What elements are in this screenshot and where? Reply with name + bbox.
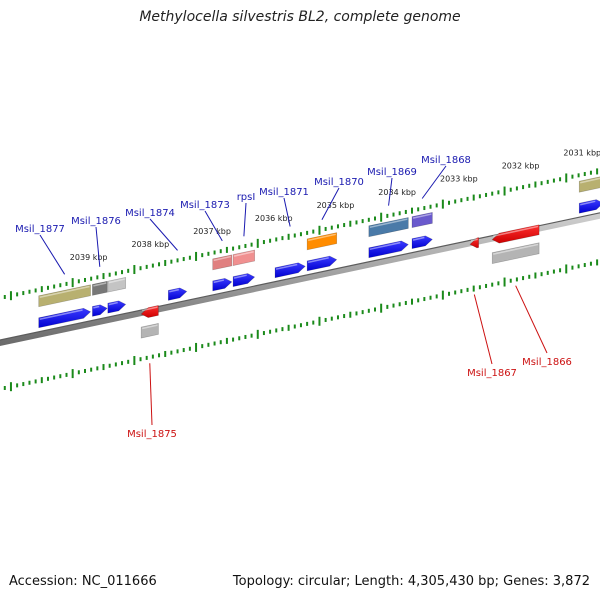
genome-stats-text: Topology: circular; Length: 4,305,430 bp… [232,574,590,589]
gene-label[interactable]: Msil_1873 [180,200,230,211]
forward-cog-9[interactable] [411,211,433,229]
gene-label[interactable]: Msil_1874 [125,208,175,219]
gene-label[interactable]: rpsI [237,192,256,203]
forward-cds-0[interactable] [38,307,92,329]
scale-label: 2034 kbp [378,188,416,197]
callout-leader [243,202,247,237]
callout-leader [95,226,101,267]
scale-label: 2038 kbp [132,240,170,249]
gene-label[interactable]: Msil_1870 [314,177,364,188]
scale-label: 2039 kbp [70,253,108,262]
forward-cds-4[interactable] [212,278,233,292]
forward-cog-0[interactable] [38,284,91,308]
forward-cog-10[interactable] [578,176,600,193]
forward-cog-1[interactable] [92,280,108,296]
gene-label[interactable]: Msil_1876 [71,216,121,227]
scale-label: 2037 kbp [193,227,231,236]
scale-label: 2035 kbp [317,201,355,210]
map-title: Methylocella silvestris BL2, complete ge… [139,9,461,25]
forward-cds-2[interactable] [107,300,127,314]
gene-label[interactable]: Msil_1871 [259,187,309,198]
reverse-cds-2[interactable] [491,224,540,244]
gene-label[interactable]: Msil_1868 [421,155,471,166]
forward-cog-5[interactable] [232,249,255,266]
forward-cog-2[interactable] [107,276,127,293]
gene-label[interactable]: Msil_1877 [15,224,65,235]
forward-cds-3[interactable] [167,287,188,301]
forward-cds-9[interactable] [411,235,433,250]
forward-cds-6[interactable] [274,262,306,279]
scale-label: 2032 kbp [502,162,540,171]
scale-ticks-lower [3,259,599,392]
scale-label: 2031 kbp [563,149,600,158]
callout-leader [149,218,178,251]
gene-label[interactable]: Msil_1867 [467,368,517,379]
accession-text: Accession: NC_011666 [9,574,157,589]
gene-label[interactable]: Msil_1869 [367,167,417,178]
forward-cog-8[interactable] [368,217,409,238]
forward-cds-7[interactable] [306,255,338,272]
reverse-cog-0[interactable] [140,323,159,339]
callout-leader [149,363,153,426]
callout-leader [283,197,291,227]
scale-label: 2036 kbp [255,214,293,223]
forward-cog-7[interactable] [306,232,338,251]
gene-label[interactable]: Msil_1875 [127,429,177,440]
callout-leader [473,294,493,365]
callout-leader [388,177,393,206]
callout-leader [39,234,66,275]
scale-ticks-upper [3,168,599,301]
reverse-cds-1[interactable] [469,237,479,249]
callout-leader [421,165,447,199]
forward-cds-1[interactable] [92,304,108,317]
callout-leader [321,187,340,220]
forward-cog-4[interactable] [212,254,233,271]
scale-label: 2033 kbp [440,175,478,184]
reverse-cog-2[interactable] [491,242,540,265]
reverse-cds-0[interactable] [140,305,159,318]
callout-leader [204,210,223,242]
forward-cds-5[interactable] [232,273,256,287]
forward-cds-8[interactable] [368,240,409,259]
gene-label[interactable]: Msil_1866 [522,357,572,368]
forward-cds-10[interactable] [578,199,600,214]
callout-leader [515,285,548,354]
